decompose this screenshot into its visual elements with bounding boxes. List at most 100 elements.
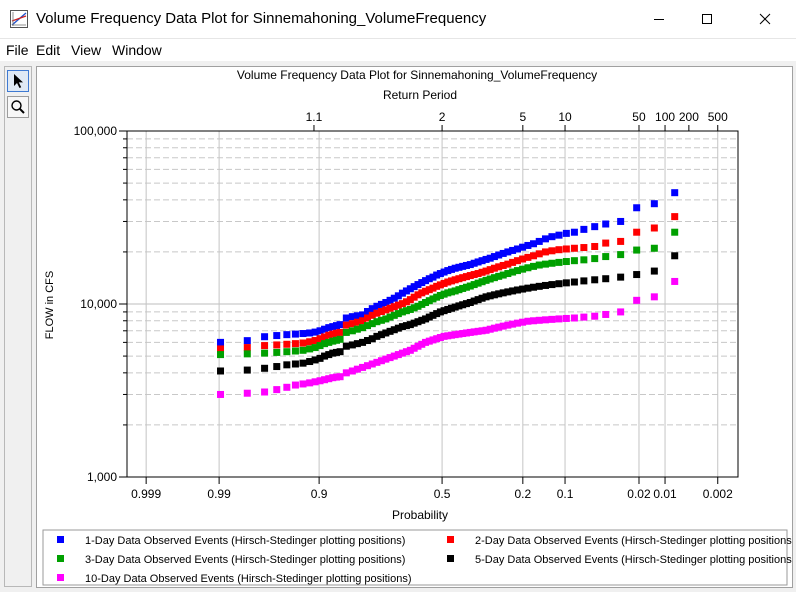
data-point (504, 260, 512, 268)
data-point (291, 381, 299, 389)
data-point (373, 302, 381, 310)
data-point (548, 233, 556, 241)
data-point (580, 256, 588, 264)
data-point (562, 245, 570, 253)
data-points (217, 189, 679, 398)
data-point (348, 313, 356, 321)
data-point (321, 376, 329, 384)
data-point (462, 273, 470, 281)
menu-edit[interactable]: Edit (36, 42, 61, 58)
data-point (548, 315, 556, 323)
data-point (398, 308, 406, 316)
data-point (433, 271, 441, 279)
data-point (363, 362, 371, 370)
data-point (650, 293, 658, 301)
data-point (436, 291, 444, 299)
data-point (402, 298, 410, 306)
data-point (390, 303, 398, 311)
data-point (273, 341, 281, 349)
legend-marker (447, 536, 454, 543)
chart-title: Volume Frequency Data Plot for Sinnemaho… (237, 68, 597, 82)
pointer-tool[interactable] (7, 70, 29, 92)
data-point (359, 338, 367, 346)
data-point (325, 331, 333, 339)
data-point (422, 299, 430, 307)
data-point (444, 278, 452, 286)
data-point (402, 348, 410, 356)
data-point (306, 358, 314, 366)
data-point (519, 255, 527, 263)
top-tick-label: 200 (679, 110, 699, 124)
menu-file[interactable]: File (6, 42, 29, 58)
data-point (342, 321, 350, 329)
data-point (633, 296, 641, 304)
data-point (486, 266, 494, 274)
data-point (602, 239, 610, 247)
data-point (671, 213, 679, 221)
data-point (433, 293, 441, 301)
window-title: Volume Frequency Data Plot for Sinnemaho… (36, 10, 487, 27)
data-point (548, 259, 556, 267)
x-tick-label: 0.1 (557, 487, 574, 501)
data-point (386, 304, 394, 312)
legend-entry-label: 3-Day Data Observed Events (Hirsch-Stedi… (85, 554, 405, 566)
data-point (283, 340, 291, 348)
data-point (602, 220, 610, 228)
data-point (332, 329, 340, 337)
data-point (447, 277, 455, 285)
frequency-chart[interactable]: Volume Frequency Data Plot for Sinnemaho… (37, 67, 792, 587)
data-point (406, 321, 414, 329)
data-point (342, 342, 350, 350)
data-point (402, 322, 410, 330)
data-point (541, 235, 549, 243)
data-point (459, 274, 467, 282)
x-tick-label: 0.002 (703, 487, 733, 501)
data-point (474, 279, 482, 287)
data-point (418, 340, 426, 348)
data-point (217, 345, 225, 353)
data-point (406, 346, 414, 354)
y-tick-label: 1,000 (87, 470, 117, 484)
data-point (495, 263, 503, 271)
data-point (444, 289, 452, 297)
data-point (509, 287, 517, 295)
data-point (414, 342, 422, 350)
data-point (633, 271, 641, 279)
data-point (482, 326, 490, 334)
data-point (332, 322, 340, 330)
data-point (486, 254, 494, 262)
close-button[interactable] (742, 0, 788, 38)
zoom-tool[interactable] (7, 96, 29, 118)
legend-marker (57, 555, 64, 562)
data-point (291, 340, 299, 348)
menu-view[interactable]: View (71, 42, 102, 58)
data-point (474, 270, 482, 278)
data-point (466, 282, 474, 290)
data-point (425, 286, 433, 294)
data-point (436, 308, 444, 316)
top-tick-label: 5 (519, 110, 526, 124)
data-point (519, 318, 527, 326)
data-point (451, 276, 459, 284)
data-point (535, 282, 543, 290)
data-point (332, 373, 340, 381)
data-point (243, 344, 251, 352)
data-point (444, 332, 452, 340)
data-point (650, 267, 658, 275)
data-point (671, 277, 679, 285)
x-tick-label: 0.5 (434, 487, 451, 501)
data-point (373, 332, 381, 340)
data-point (325, 351, 333, 359)
data-point (316, 335, 324, 343)
data-point (410, 344, 418, 352)
close-icon (759, 13, 771, 25)
maximize-button[interactable] (684, 0, 730, 38)
top-tick-label: 1.1 (306, 110, 323, 124)
data-point (470, 271, 478, 279)
data-point (466, 272, 474, 280)
data-point (398, 289, 406, 297)
data-point (329, 337, 337, 345)
minimize-button[interactable] (636, 0, 682, 38)
menu-window[interactable]: Window (112, 42, 162, 58)
data-point (422, 315, 430, 323)
